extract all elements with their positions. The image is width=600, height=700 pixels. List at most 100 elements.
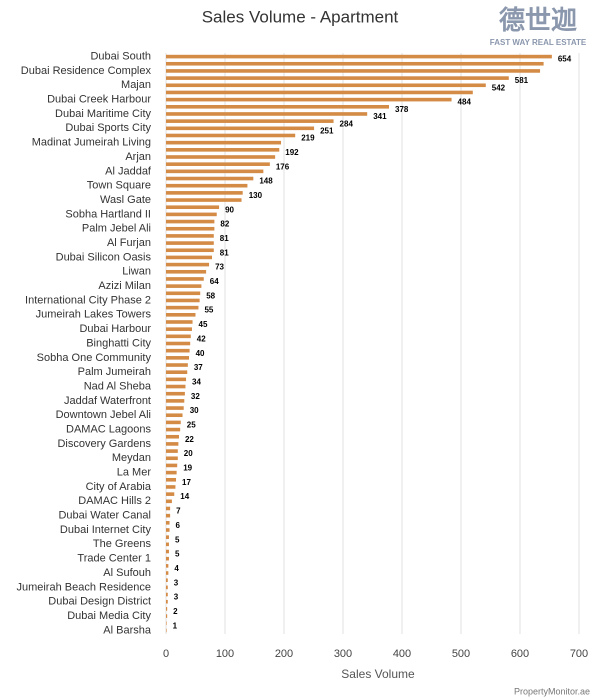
y-tick-label: Dubai Creek Harbour [47, 94, 151, 106]
bar [166, 628, 167, 633]
y-tick-label: Dubai Design District [48, 596, 151, 608]
bar [166, 162, 270, 166]
data-label: 654 [558, 55, 572, 64]
y-tick-label: Dubai Silicon Oasis [56, 251, 152, 263]
bar [166, 434, 179, 439]
y-tick-label: International City Phase 2 [25, 294, 151, 306]
y-tick-label: Al Barsha [103, 624, 152, 636]
bar [166, 90, 473, 95]
bar [166, 578, 168, 583]
bar [166, 255, 213, 260]
bar [166, 76, 509, 80]
bar [166, 391, 185, 396]
data-label: 45 [199, 320, 208, 329]
y-tick-label: Majan [121, 79, 151, 91]
bar [166, 456, 178, 461]
bar [166, 564, 169, 568]
y-tick-label: Liwan [122, 266, 151, 278]
bar [166, 291, 201, 296]
bar [166, 234, 214, 238]
bar [166, 528, 170, 532]
y-tick-label: The Greens [93, 538, 152, 550]
data-label: 58 [206, 291, 215, 300]
bar [166, 420, 181, 425]
data-label: 4 [174, 564, 179, 573]
y-tick-label: Dubai Internet City [60, 524, 152, 536]
data-label: 40 [196, 349, 205, 358]
data-label: 219 [301, 134, 315, 143]
bar [166, 226, 215, 231]
y-tick-label: Jumeirah Lakes Towers [36, 309, 152, 321]
y-tick-label: Al Jaddaf [105, 165, 152, 177]
bar [166, 191, 243, 195]
data-label: 3 [174, 578, 179, 587]
bar [166, 427, 181, 432]
bar [166, 492, 175, 496]
data-label: 192 [285, 148, 299, 157]
y-tick-label: Madinat Jumeirah Living [32, 137, 151, 149]
bar [166, 535, 169, 539]
data-label: 5 [175, 550, 180, 559]
bar [166, 169, 264, 174]
data-label: 14 [180, 492, 189, 501]
source: PropertyMonitor.ae [514, 686, 590, 696]
data-label: 81 [220, 234, 229, 243]
bar [166, 305, 199, 310]
bar [166, 442, 179, 446]
bar [166, 499, 172, 504]
bar [166, 69, 541, 73]
bar [166, 198, 242, 202]
logo: 德世迦 [499, 5, 577, 35]
data-label: 82 [220, 220, 229, 229]
x-tick-label: 200 [275, 648, 293, 660]
y-tick-label: Trade Center 1 [77, 553, 151, 565]
bar [166, 549, 169, 554]
data-label: 1 [173, 621, 178, 630]
logo-subtext: FAST WAY REAL ESTATE [490, 38, 587, 47]
y-tick-label: Jaddaf Waterfront [64, 395, 151, 407]
bar [166, 119, 334, 123]
bar [166, 327, 192, 331]
y-tick-label: Dubai Sports City [65, 122, 151, 134]
x-tick-label: 0 [163, 648, 169, 660]
bar [166, 356, 190, 360]
y-tick-label: La Mer [117, 467, 152, 479]
bar [166, 599, 168, 604]
y-tick-label: DAMAC Lagoons [66, 423, 151, 435]
y-tick-label: City of Arabia [86, 481, 152, 493]
y-tick-label: Meydan [112, 452, 151, 464]
bar [166, 205, 220, 210]
data-label: 251 [320, 126, 334, 135]
bar [166, 485, 176, 489]
bar [166, 406, 184, 410]
data-label: 378 [395, 105, 409, 114]
bar [166, 241, 214, 245]
bar [166, 298, 200, 303]
y-tick-label: Al Furjan [107, 237, 151, 249]
y-tick-label: Sobha Hartland II [65, 208, 151, 220]
data-label: 37 [194, 363, 203, 372]
bar [166, 212, 217, 217]
bar [166, 413, 183, 418]
bar [166, 104, 390, 109]
bar [166, 61, 544, 66]
y-tick-label: Jumeirah Beach Residence [16, 581, 151, 593]
bar [166, 183, 248, 188]
data-label: 22 [185, 435, 194, 444]
bar [166, 614, 168, 618]
bar [166, 463, 178, 468]
chart-title: Sales Volume - Apartment [202, 7, 399, 26]
x-tick-label: 300 [334, 648, 352, 660]
y-tick-label: Palm Jebel Ali [82, 223, 151, 235]
y-tick-label: Discovery Gardens [57, 438, 151, 450]
x-tick-label: 600 [511, 648, 529, 660]
x-tick-label: 500 [452, 648, 470, 660]
bar [166, 140, 282, 145]
bar [166, 126, 315, 131]
data-label: 176 [276, 162, 290, 171]
bar [166, 384, 186, 389]
bar [166, 449, 178, 453]
bar [166, 148, 280, 152]
bar [166, 97, 452, 102]
bar [166, 370, 188, 374]
